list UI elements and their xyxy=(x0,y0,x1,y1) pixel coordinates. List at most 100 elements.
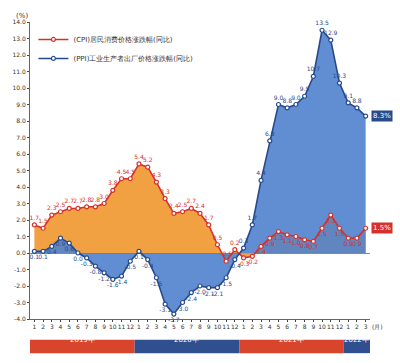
svg-text:2.8: 2.8 xyxy=(82,196,92,203)
svg-text:13.5: 13.5 xyxy=(315,19,329,26)
svg-text:9.0: 9.0 xyxy=(291,94,301,101)
svg-text:8: 8 xyxy=(303,323,307,330)
svg-text:-4.0: -4.0 xyxy=(14,315,26,322)
svg-text:9.5: 9.5 xyxy=(300,85,310,92)
svg-text:14.0: 14.0 xyxy=(12,18,26,25)
svg-text:9.0: 9.0 xyxy=(274,94,284,101)
svg-text:12.0: 12.0 xyxy=(12,51,26,58)
svg-text:10.3: 10.3 xyxy=(333,72,347,79)
svg-text:8.8: 8.8 xyxy=(352,97,362,104)
svg-text:13.0: 13.0 xyxy=(12,35,26,42)
svg-text:2: 2 xyxy=(250,323,254,330)
svg-text:7.0: 7.0 xyxy=(16,134,26,141)
svg-text:3: 3 xyxy=(50,323,54,330)
svg-text:0.0: 0.0 xyxy=(16,249,26,256)
svg-text:2.7: 2.7 xyxy=(73,197,83,204)
svg-text:0.0: 0.0 xyxy=(73,255,83,262)
svg-text:3: 3 xyxy=(154,323,158,330)
svg-text:4.0: 4.0 xyxy=(16,183,26,190)
svg-text:2019年: 2019年 xyxy=(70,336,95,344)
svg-text:-0.3: -0.3 xyxy=(81,260,93,267)
svg-text:6.0: 6.0 xyxy=(16,150,26,157)
svg-text:1.5: 1.5 xyxy=(335,230,345,237)
svg-text:10: 10 xyxy=(214,323,222,330)
svg-text:4.4: 4.4 xyxy=(256,169,266,176)
svg-text:4.3: 4.3 xyxy=(152,171,162,178)
svg-text:2.7: 2.7 xyxy=(187,197,197,204)
svg-text:4.5: 4.5 xyxy=(125,168,135,175)
svg-text:1: 1 xyxy=(137,323,141,330)
svg-text:-0.5: -0.5 xyxy=(124,263,136,270)
svg-text:1.7: 1.7 xyxy=(204,214,214,221)
svg-text:1.3: 1.3 xyxy=(274,234,284,241)
svg-text:9.1: 9.1 xyxy=(343,92,353,99)
svg-text:2022年: 2022年 xyxy=(344,336,369,344)
svg-text:2.0: 2.0 xyxy=(16,216,26,223)
svg-text:2: 2 xyxy=(146,323,150,330)
svg-text:0.6: 0.6 xyxy=(64,245,74,252)
svg-text:-2.0: -2.0 xyxy=(14,282,26,289)
svg-text:3.8: 3.8 xyxy=(108,179,118,186)
svg-text:12.9: 12.9 xyxy=(324,29,338,36)
svg-text:2.5: 2.5 xyxy=(178,201,188,208)
svg-text:-0.4: -0.4 xyxy=(229,262,241,269)
svg-text:9: 9 xyxy=(102,323,106,330)
svg-text:(PPI)工业生产者出厂价格涨跌幅(同比): (PPI)工业生产者出厂价格涨跌幅(同比) xyxy=(73,55,193,63)
svg-text:0.4: 0.4 xyxy=(256,248,266,255)
svg-text:0.9: 0.9 xyxy=(56,240,66,247)
svg-text:5.4: 5.4 xyxy=(134,153,144,160)
svg-text:3: 3 xyxy=(364,323,368,330)
svg-text:4: 4 xyxy=(59,323,63,330)
svg-text:2020年: 2020年 xyxy=(174,336,199,344)
svg-text:2.8: 2.8 xyxy=(91,196,101,203)
svg-text:10.0: 10.0 xyxy=(12,84,26,91)
svg-text:0.5: 0.5 xyxy=(213,234,223,241)
svg-text:0.8: 0.8 xyxy=(300,242,310,249)
svg-text:(月): (月) xyxy=(372,323,383,330)
svg-text:-2.0: -2.0 xyxy=(194,288,206,295)
svg-text:12: 12 xyxy=(231,323,239,330)
svg-text:-0.8: -0.8 xyxy=(90,268,102,275)
svg-text:1: 1 xyxy=(242,323,246,330)
svg-text:0.2: 0.2 xyxy=(230,239,240,246)
svg-text:12: 12 xyxy=(126,323,134,330)
svg-text:2.3: 2.3 xyxy=(326,217,336,224)
svg-text:5: 5 xyxy=(67,323,71,330)
svg-text:-1.4: -1.4 xyxy=(116,278,128,285)
svg-text:0.4: 0.4 xyxy=(47,248,57,255)
svg-text:6: 6 xyxy=(285,323,289,330)
svg-text:3.0: 3.0 xyxy=(99,193,109,200)
svg-text:10.7: 10.7 xyxy=(307,65,321,72)
svg-text:1.5%: 1.5% xyxy=(373,224,391,232)
svg-text:-0.5: -0.5 xyxy=(220,250,232,257)
svg-text:9: 9 xyxy=(311,323,315,330)
svg-text:10: 10 xyxy=(109,323,117,330)
svg-text:5: 5 xyxy=(277,323,281,330)
svg-text:0.1: 0.1 xyxy=(38,253,48,260)
svg-text:9.0: 9.0 xyxy=(16,101,26,108)
svg-text:8: 8 xyxy=(198,323,202,330)
svg-text:(CPI)居民消费价格涨跌幅(同比): (CPI)居民消费价格涨跌幅(同比) xyxy=(73,36,172,44)
svg-text:11: 11 xyxy=(327,323,335,330)
svg-text:4.5: 4.5 xyxy=(117,168,127,175)
svg-text:-1.2: -1.2 xyxy=(98,275,110,282)
svg-text:-1.5: -1.5 xyxy=(220,280,232,287)
svg-text:0.9: 0.9 xyxy=(343,240,353,247)
svg-text:8.8: 8.8 xyxy=(282,97,292,104)
svg-text:-2.1: -2.1 xyxy=(203,290,215,297)
svg-text:11: 11 xyxy=(118,323,126,330)
svg-text:5.2: 5.2 xyxy=(143,156,153,163)
svg-text:7: 7 xyxy=(294,323,298,330)
svg-text:0.1: 0.1 xyxy=(134,253,144,260)
svg-text:12: 12 xyxy=(336,323,344,330)
svg-text:11.0: 11.0 xyxy=(12,68,26,75)
svg-text:-0.3: -0.3 xyxy=(238,260,250,267)
svg-text:1.0: 1.0 xyxy=(16,233,26,240)
svg-text:1.7: 1.7 xyxy=(30,214,40,221)
svg-text:3.0: 3.0 xyxy=(16,200,26,207)
svg-text:7: 7 xyxy=(85,323,89,330)
svg-text:3: 3 xyxy=(259,323,263,330)
svg-text:1: 1 xyxy=(346,323,350,330)
svg-text:-1.6: -1.6 xyxy=(107,281,119,288)
svg-text:-0.4: -0.4 xyxy=(142,262,154,269)
